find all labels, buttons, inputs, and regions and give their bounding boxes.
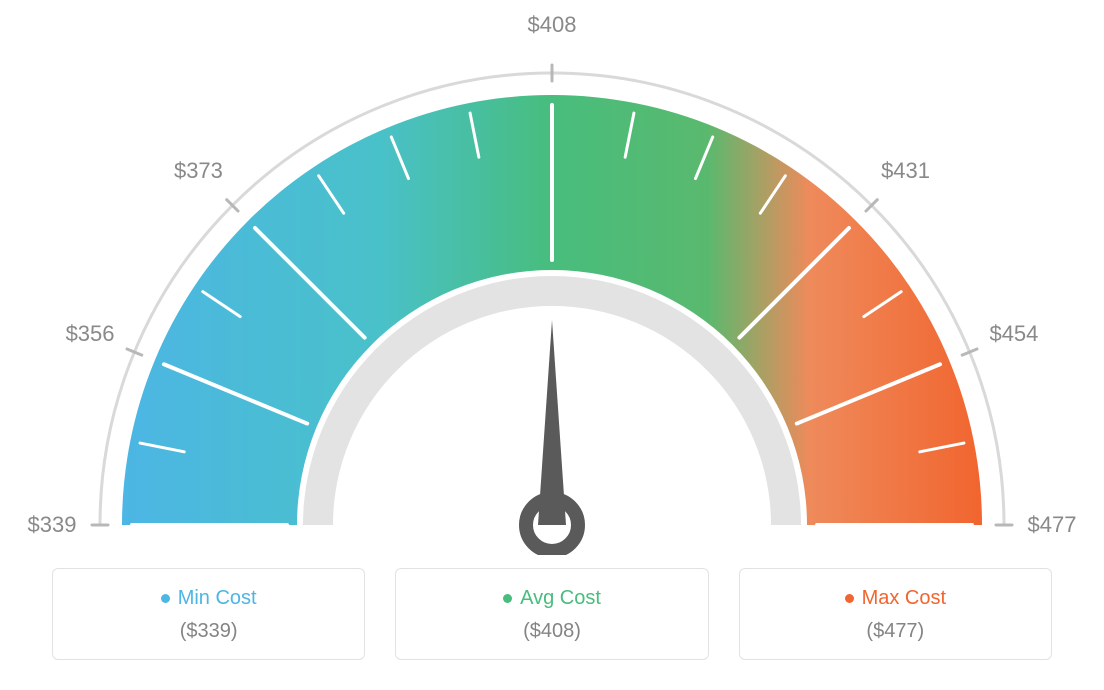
gauge-svg [52, 25, 1052, 555]
gauge-tick-label: $431 [881, 158, 930, 184]
legend-max: Max Cost ($477) [739, 568, 1052, 660]
legend-min-label: Min Cost [178, 587, 257, 610]
gauge-tick-label: $454 [989, 321, 1038, 347]
dot-avg [503, 594, 512, 603]
dot-max [845, 594, 854, 603]
legend-max-label: Max Cost [862, 587, 946, 610]
dot-min [161, 594, 170, 603]
legend-max-value: ($477) [750, 620, 1041, 643]
legend-row: Min Cost ($339) Avg Cost ($408) Max Cost… [52, 568, 1052, 660]
legend-avg-label: Avg Cost [520, 587, 601, 610]
legend-avg: Avg Cost ($408) [395, 568, 708, 660]
gauge-tick-label: $373 [174, 158, 223, 184]
legend-min: Min Cost ($339) [52, 568, 365, 660]
legend-min-value: ($339) [63, 620, 354, 643]
gauge-tick-label: $356 [66, 321, 115, 347]
gauge-tick-label: $408 [528, 12, 577, 38]
gauge-tick-label: $477 [1028, 512, 1077, 538]
legend-avg-value: ($408) [406, 620, 697, 643]
gauge-tick-label: $339 [28, 512, 77, 538]
gauge-chart: $339$356$373$408$431$454$477 [52, 25, 1052, 555]
